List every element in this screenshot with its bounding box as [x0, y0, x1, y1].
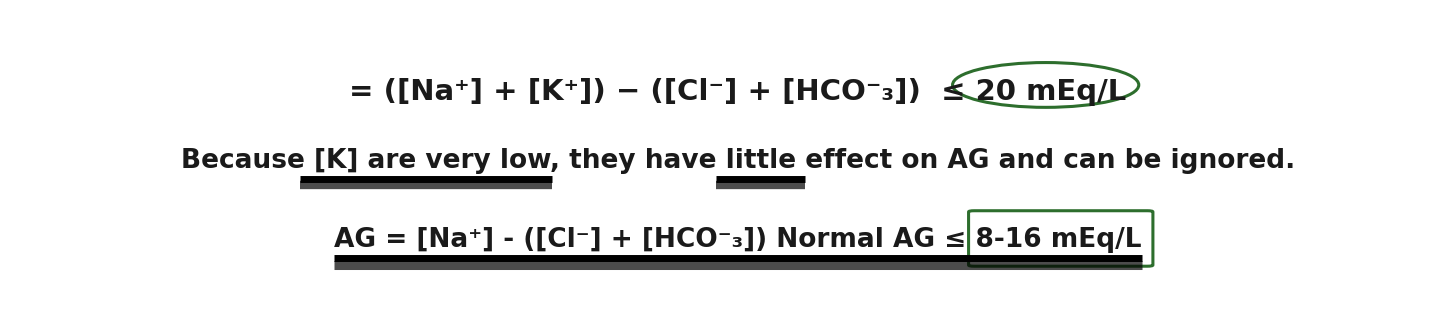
Text: AG = [Na⁺] - ([Cl⁻] + [HCO⁻₃]) Normal AG ≤ 8-16 mEq/L: AG = [Na⁺] - ([Cl⁻] + [HCO⁻₃]) Normal AG…	[334, 227, 1142, 253]
Text: Because [K] are very low, they have little effect on AG and can be ignored.: Because [K] are very low, they have litt…	[181, 148, 1295, 174]
Text: = ([Na⁺] + [K⁺]) − ([Cl⁻] + [HCO⁻₃])  ≤ 20 mEq/L: = ([Na⁺] + [K⁺]) − ([Cl⁻] + [HCO⁻₃]) ≤ 2…	[350, 78, 1126, 106]
